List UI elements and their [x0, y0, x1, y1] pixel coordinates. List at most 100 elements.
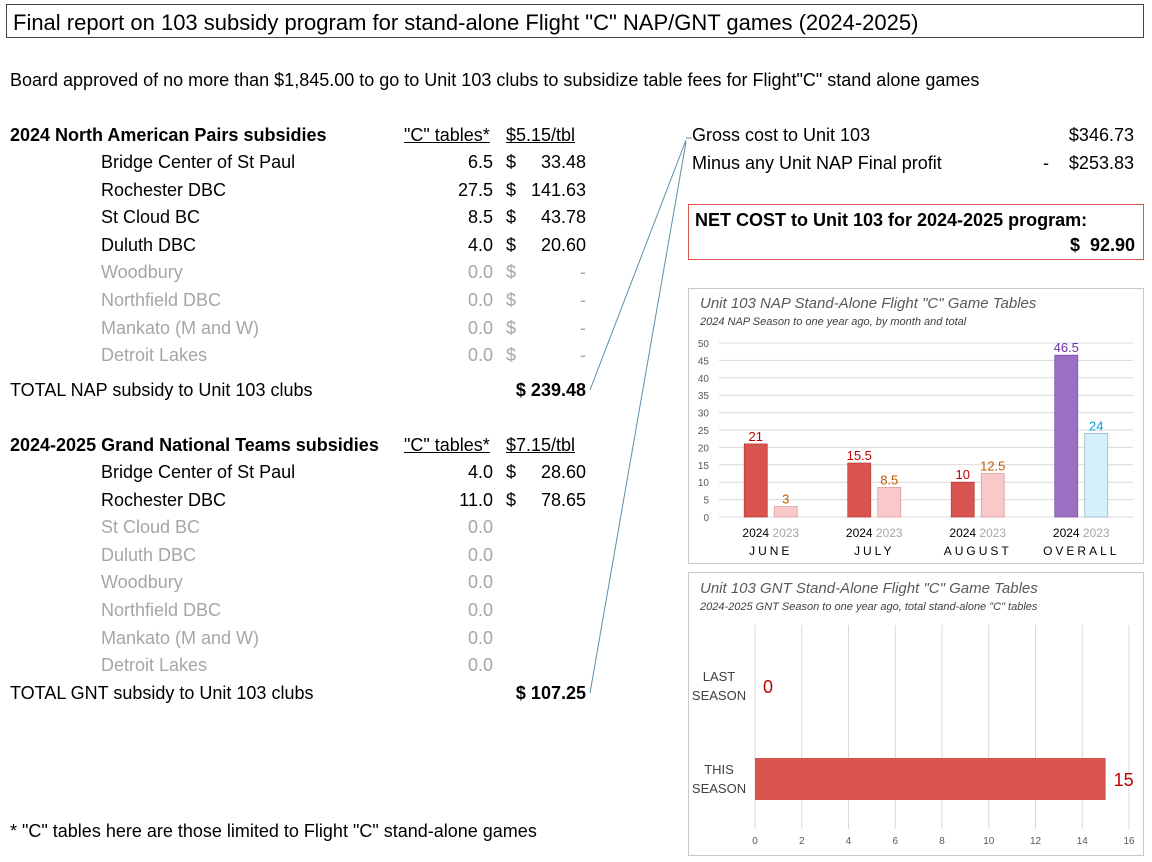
gnt-tables: 0.0	[467, 627, 493, 648]
gross-cost-label: Gross cost to Unit 103	[692, 125, 871, 145]
nap-dollar-sign: $	[506, 262, 517, 283]
nap-chart-svg: Unit 103 NAP Stand-Alone Flight "C" Game…	[698, 295, 1133, 558]
minus-profit-label: Minus any Unit NAP Final profit	[692, 153, 942, 173]
footnote: * "C" tables here are those limited to F…	[10, 821, 537, 841]
gnt-chart: Unit 103 GNT Stand-Alone Flight "C" Game…	[688, 572, 1144, 856]
nap-tables: 6.5	[467, 152, 493, 172]
nap-category-label: JUNE	[749, 544, 792, 558]
nap-data-label-2024: 21	[749, 429, 763, 444]
gnt-xtick-label: 6	[892, 836, 898, 847]
nap-category-label: AUGUST	[944, 544, 1012, 558]
gnt-chart-title: Unit 103 GNT Stand-Alone Flight "C" Game…	[700, 580, 1038, 597]
gnt-row: St Cloud BC 0.0	[0, 517, 600, 541]
gnt-bar	[755, 758, 1106, 800]
nap-club-name: Rochester DBC	[101, 179, 227, 200]
gnt-chart-subtitle: 2024-2025 GNT Season to one year ago, to…	[699, 601, 1038, 613]
gnt-xtick-label: 14	[1077, 836, 1089, 847]
nap-dollar-sign: $	[506, 290, 517, 310]
gnt-club-name: St Cloud BC	[101, 517, 201, 538]
gnt-club-name: Duluth DBC	[101, 544, 197, 565]
gross-cost-value: $346.73	[1068, 125, 1134, 145]
gnt-data-label: 15	[1114, 770, 1134, 790]
nap-bar-2023	[773, 506, 798, 518]
gnt-xtick-label: 8	[939, 836, 945, 847]
nap-series-label-2023: 2023	[1083, 526, 1110, 540]
nap-dollar-sign: $	[506, 345, 517, 366]
nap-dollar-sign: $	[506, 179, 517, 200]
gnt-col-rate: $7.15/tbl	[506, 435, 576, 455]
gnt-xtick-label: 0	[752, 836, 758, 847]
nap-bar-2024	[950, 481, 975, 518]
nap-bar-2024	[847, 462, 872, 518]
nap-row: Duluth DBC 4.0 $20.60	[0, 235, 600, 259]
gnt-row: Detroit Lakes 0.0	[0, 655, 600, 679]
nap-tables: 0.0	[467, 317, 493, 338]
gnt-amount: 28.60	[540, 462, 586, 482]
nap-bar-2024	[743, 443, 768, 518]
connector-nap-line	[589, 139, 687, 391]
nap-bar-2023	[980, 473, 1005, 518]
gnt-category-label-line2: SEASON	[692, 781, 746, 796]
nap-ytick-label: 30	[698, 409, 710, 420]
net-cost-label: NET COST to Unit 103 for 2024-2025 progr…	[695, 210, 1088, 230]
gnt-row: Rochester DBC 11.0 $78.65	[0, 490, 600, 514]
nap-ytick-label: 0	[703, 513, 709, 524]
gnt-category-label-line1: LAST	[703, 669, 736, 684]
gnt-club-name: Northfield DBC	[101, 600, 222, 620]
nap-dollar-sign: $	[506, 317, 517, 338]
gnt-row: Duluth DBC 0.0	[0, 545, 600, 569]
nap-tables: 0.0	[467, 290, 493, 310]
gnt-data-label: 0	[763, 677, 773, 697]
nap-amount: -	[580, 345, 586, 366]
nap-dollar-sign: $	[506, 234, 517, 255]
nap-series-label-2024: 2024	[1053, 526, 1080, 540]
nap-bar-2024	[1054, 354, 1079, 518]
gnt-club-name: Woodbury	[101, 572, 183, 593]
nap-ytick-label: 40	[698, 374, 710, 385]
nap-club-name: Woodbury	[101, 262, 183, 283]
gnt-xtick-label: 2	[799, 836, 805, 847]
nap-data-label-2023: 24	[1089, 418, 1103, 433]
nap-data-label-2024: 46.5	[1054, 340, 1079, 355]
gnt-category-label-line2: SEASON	[692, 688, 746, 703]
nap-data-label-2024: 15.5	[847, 448, 872, 463]
nap-ytick-label: 50	[698, 339, 710, 350]
nap-row: Rochester DBC 27.5 $141.63	[0, 180, 600, 204]
gnt-xtick-label: 16	[1123, 836, 1135, 847]
nap-ytick-label: 45	[698, 356, 710, 367]
nap-data-label-2023: 12.5	[980, 459, 1005, 474]
nap-row: Woodbury 0.0 $ -	[0, 262, 600, 286]
gnt-amount: 78.65	[540, 489, 586, 510]
gnt-club-name: Mankato (M and W)	[101, 627, 260, 648]
nap-amount: 43.78	[540, 207, 586, 228]
nap-total-value: $ 239.48	[515, 380, 586, 400]
gnt-tables: 4.0	[467, 462, 493, 482]
nap-club-name: Duluth DBC	[101, 234, 197, 255]
nap-data-label-2024: 10	[956, 467, 970, 482]
gnt-tables: 0.0	[467, 517, 493, 538]
report-title-box: Final report on 103 subsidy program for …	[6, 4, 1144, 38]
nap-row: St Cloud BC 8.5 $43.78	[0, 207, 600, 231]
nap-tables: 4.0	[467, 234, 493, 255]
nap-col-tables: "C" tables*	[404, 125, 490, 145]
gnt-row: Mankato (M and W) 0.0	[0, 628, 600, 652]
nap-col-rate: $5.15/tbl	[506, 125, 576, 145]
gnt-tables: 0.0	[467, 655, 493, 676]
gnt-dollar-sign: $	[506, 462, 517, 482]
nap-total-label: TOTAL NAP subsidy to Unit 103 clubs	[10, 380, 313, 400]
nap-amount: 33.48	[540, 152, 586, 172]
nap-series-label-2024: 2024	[742, 526, 769, 540]
nap-club-name: Bridge Center of St Paul	[101, 152, 296, 172]
gnt-dollar-sign: $	[506, 489, 517, 510]
gnt-row: Woodbury 0.0	[0, 572, 600, 596]
gnt-row: Bridge Center of St Paul 4.0 $28.60	[0, 462, 600, 486]
report-title: Final report on 103 subsidy program for …	[13, 10, 919, 35]
nap-series-label-2024: 2024	[949, 526, 976, 540]
gnt-heading: 2024-2025 Grand National Teams subsidies	[10, 435, 379, 455]
nap-ytick-label: 10	[698, 478, 710, 489]
nap-ytick-label: 25	[698, 426, 710, 437]
gnt-club-name: Bridge Center of St Paul	[101, 462, 296, 482]
nap-series-label-2024: 2024	[846, 526, 873, 540]
nap-tables: 0.0	[467, 262, 493, 283]
nap-heading: 2024 North American Pairs subsidies	[10, 125, 327, 145]
